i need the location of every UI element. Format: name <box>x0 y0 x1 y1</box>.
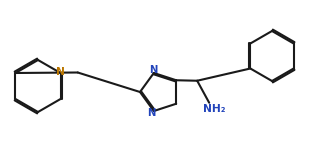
Text: N: N <box>147 108 155 118</box>
Text: N: N <box>149 66 158 75</box>
Text: NH₂: NH₂ <box>203 104 225 114</box>
Text: N: N <box>56 67 65 77</box>
